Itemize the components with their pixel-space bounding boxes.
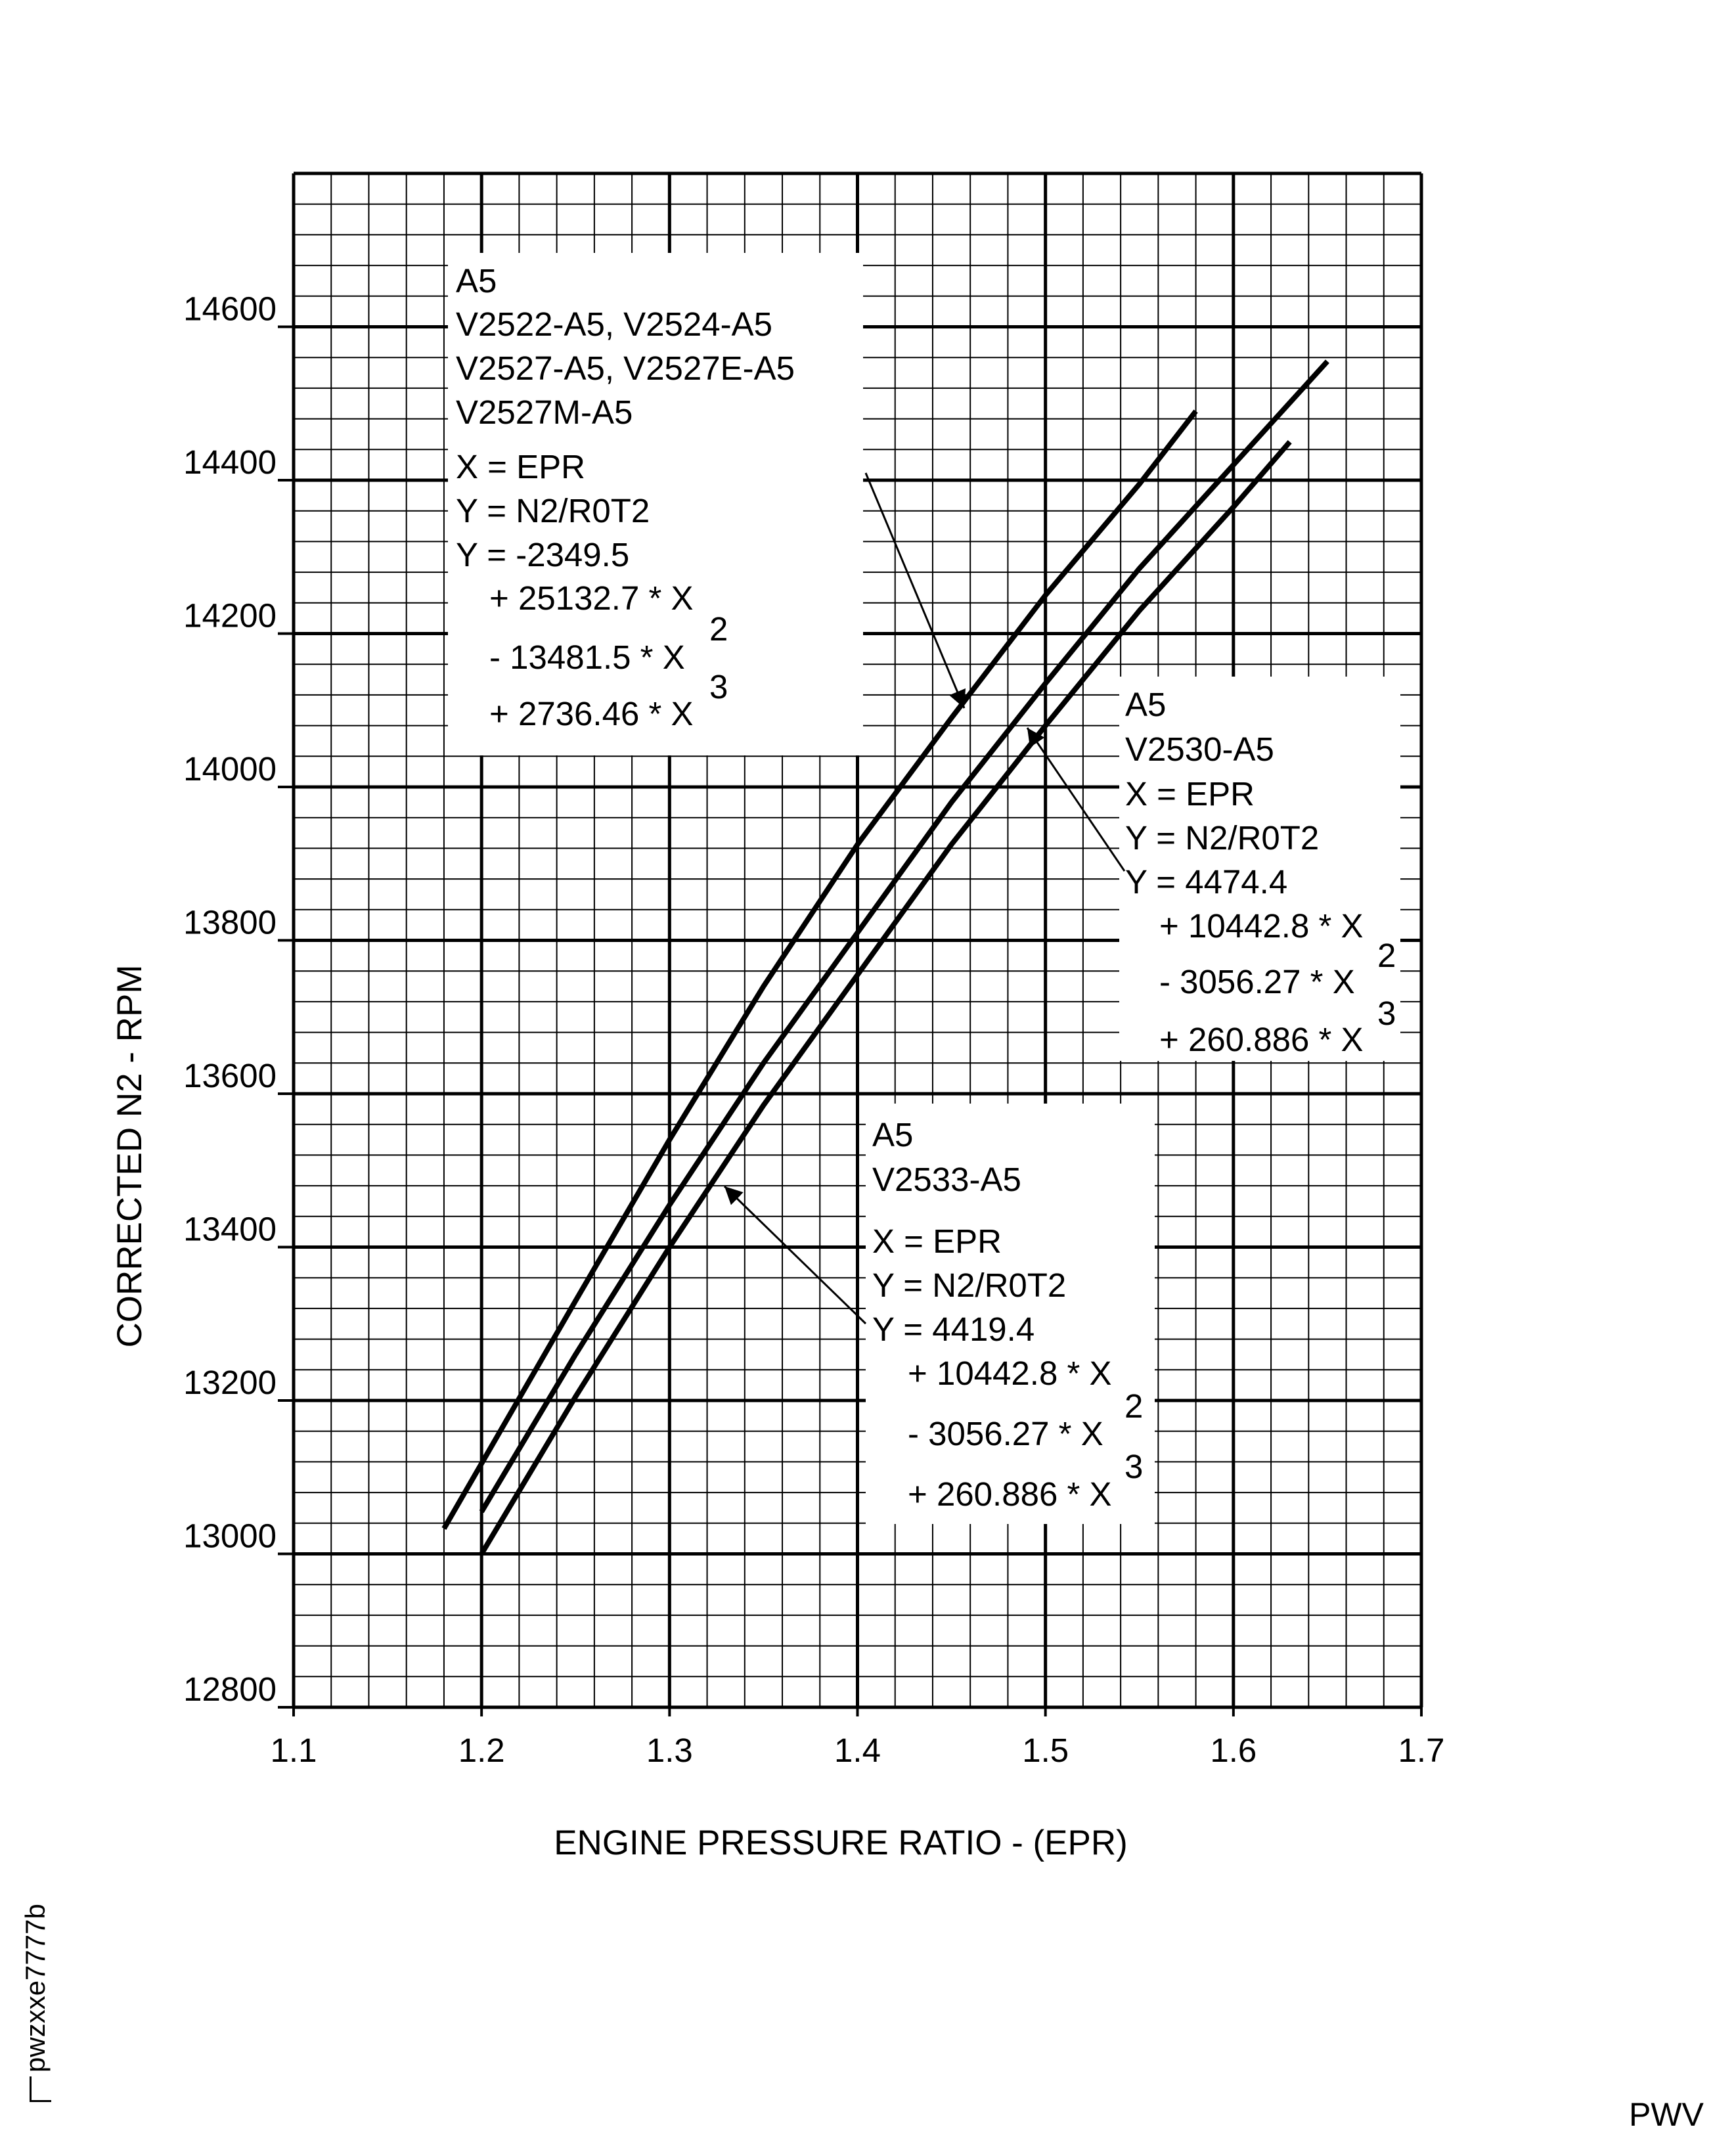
annotation-a5-main-line-3: V2527-A5, V2527E-A5 (456, 349, 795, 387)
x-tick-label: 1.2 (458, 1732, 505, 1769)
leader-arrow-v2533 (723, 1185, 867, 1325)
annotation-a5-main-eq-x: X = EPR (456, 448, 585, 485)
series-lines (441, 359, 1329, 1556)
y-axis-label: CORRECTED N2 - RPM (110, 964, 149, 1347)
annotation-v2530-line-2: V2530-A5 (1125, 730, 1274, 768)
annotation-v2530-term-3: + 260.886 * X (1159, 1021, 1364, 1058)
x-axis-label: ENGINE PRESSURE RATIO - (EPR) (554, 1824, 1128, 1862)
leader-arrow-a5-main (864, 472, 966, 709)
annotation-a5-main-term-2: - 13481.5 * X (489, 638, 685, 676)
annotation-v2533-line-2: V2533-A5 (872, 1161, 1021, 1198)
annotation-v2533-line-1: A5 (872, 1116, 913, 1153)
annotation-a5-v2533: A5 V2533-A5 X = EPR Y = N2/R0T2 Y = 4419… (866, 1104, 1155, 1524)
corner-mark (30, 2076, 51, 2102)
y-tick-label: 13400 (183, 1211, 277, 1248)
y-tick-label: 14000 (183, 750, 277, 788)
annotation-v2530-eq-x: X = EPR (1125, 775, 1255, 813)
y-tick-label: 12800 (183, 1670, 277, 1708)
corner-code: PWV (1629, 2096, 1704, 2133)
annotation-v2533-eq-x: X = EPR (872, 1222, 1002, 1260)
annotation-v2533-term-3: + 260.886 * X (908, 1475, 1112, 1513)
y-tick-label: 13800 (183, 904, 277, 941)
annotation-v2533-eq-c: Y = 4419.4 (872, 1310, 1035, 1348)
annotation-v2533-term-1: + 10442.8 * X (908, 1355, 1112, 1392)
annotation-v2533-eq-y: Y = N2/R0T2 (872, 1266, 1066, 1304)
figure-code: pwzxxe7777b (20, 1904, 51, 2102)
y-tick-label: 14600 (183, 290, 277, 328)
axis-ticks: 1.1 1.2 1.3 1.4 1.5 1.6 1.7 12800 13000 13200 1340… (183, 290, 1444, 1770)
annotation-v2530-term-2: - 3056.27 * X (1159, 963, 1355, 1000)
annotation-v2530-eq-y: Y = N2/R0T2 (1125, 819, 1319, 857)
x-tick-label: 1.3 (646, 1732, 693, 1769)
x-tick-label: 1.1 (271, 1732, 317, 1769)
annotation-v2530-line-1: A5 (1125, 686, 1166, 723)
annotation-a5-main-eq-y: Y = N2/R0T2 (456, 492, 650, 529)
y-tick-label: 13000 (183, 1517, 277, 1555)
y-tick-label: 13200 (183, 1364, 277, 1401)
annotation-v2533-exp-3: 3 (1124, 1448, 1143, 1485)
annotation-v2533-exp-2: 2 (1124, 1387, 1143, 1425)
annotation-a5-main: A5 V2522-A5, V2524-A5 V2527-A5, V2527E-A… (448, 253, 863, 755)
x-tick-label: 1.5 (1022, 1732, 1069, 1769)
annotation-a5-main-exp-2: 2 (709, 610, 728, 648)
annotation-a5-main-line-2: V2522-A5, V2524-A5 (456, 305, 772, 343)
x-tick-label: 1.4 (834, 1732, 881, 1769)
leader-arrow-v2530 (1026, 727, 1126, 872)
annotation-a5-v2530: A5 V2530-A5 X = EPR Y = N2/R0T2 Y = 4474… (1119, 677, 1400, 1061)
annotation-a5-main-exp-3: 3 (709, 668, 728, 705)
annotation-v2530-exp-3: 3 (1377, 995, 1396, 1032)
figure-code-text: pwzxxe7777b (20, 1904, 51, 2072)
annotation-a5-main-line-4: V2527M-A5 (456, 393, 633, 431)
annotation-v2533-term-2: - 3056.27 * X (908, 1415, 1103, 1452)
series-line-2 (479, 359, 1329, 1513)
annotation-v2530-eq-c: Y = 4474.4 (1125, 863, 1287, 901)
x-tick-label: 1.6 (1210, 1732, 1257, 1769)
y-tick-label: 14400 (183, 443, 277, 481)
x-tick-label: 1.7 (1398, 1732, 1445, 1769)
annotation-a5-main-eq-c: Y = -2349.5 (456, 536, 629, 573)
series-line-3 (479, 440, 1292, 1556)
annotation-v2530-exp-2: 2 (1377, 937, 1396, 974)
annotation-v2530-term-1: + 10442.8 * X (1159, 907, 1364, 945)
y-tick-label: 14200 (183, 597, 277, 635)
annotation-a5-main-term-3: + 2736.46 * X (489, 695, 694, 732)
annotation-a5-main-line-1: A5 (456, 262, 497, 300)
series-line-1 (441, 409, 1198, 1530)
annotation-a5-main-term-1: + 25132.7 * X (489, 579, 694, 617)
y-tick-label: 13600 (183, 1057, 277, 1094)
